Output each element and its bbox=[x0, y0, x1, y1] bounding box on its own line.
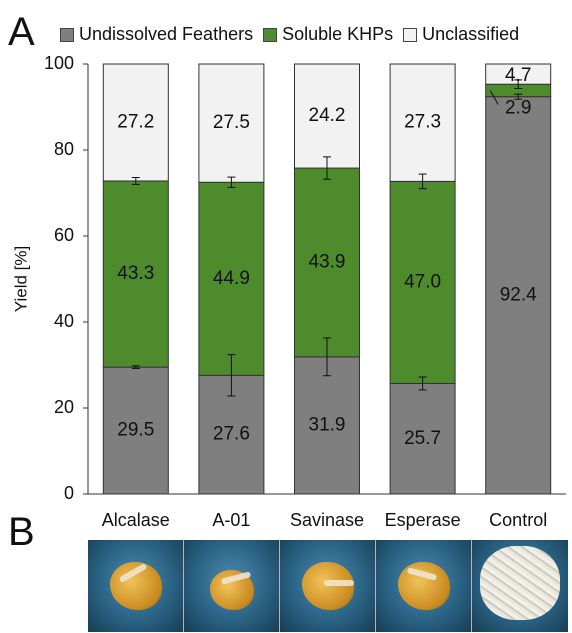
data-label: 31.9 bbox=[309, 414, 346, 435]
x-tick-label: A-01 bbox=[212, 510, 250, 530]
legend-label-soluble: Soluble KHPs bbox=[282, 24, 394, 44]
bar-segment-undissolved-feathers bbox=[485, 96, 552, 495]
legend-label-undissolved: Undissolved Feathers bbox=[79, 24, 254, 44]
x-tick-label: Esperase bbox=[385, 510, 461, 530]
x-tick-label: Alcalase bbox=[102, 510, 170, 530]
data-label: 47.0 bbox=[404, 271, 441, 292]
panel-label-b: B bbox=[8, 510, 35, 554]
feather-photo bbox=[376, 540, 472, 632]
feather-residue-blob bbox=[398, 562, 450, 610]
data-label-leader bbox=[489, 90, 499, 105]
stacked-bar-chart: 0 20 40 60 80 100 Yield [%] 29.5 43.3 27.2 Alcalas… bbox=[11, 53, 566, 530]
legend-swatch-soluble bbox=[263, 27, 278, 42]
y-tick-label: 40 bbox=[54, 311, 74, 331]
data-label: 44.9 bbox=[213, 268, 250, 289]
bar-segment-undissolved-feathers bbox=[294, 356, 360, 495]
data-label: 27.2 bbox=[117, 111, 154, 132]
chart-legend: Undissolved Feathers Soluble KHPs Unclas… bbox=[60, 24, 519, 45]
legend-label-unclassified: Unclassified bbox=[422, 24, 520, 44]
data-label: 2.9 bbox=[505, 97, 531, 118]
legend-swatch-unclassified bbox=[403, 27, 418, 42]
undissolved-feather-fluff bbox=[480, 546, 560, 620]
panel-label-a: A bbox=[8, 10, 35, 54]
bar-segment-soluble-khps bbox=[198, 181, 265, 376]
data-label: 43.9 bbox=[309, 251, 346, 272]
data-label: 27.6 bbox=[213, 424, 250, 445]
feather-residue-blob bbox=[302, 562, 354, 610]
bar-segment-undissolved-feathers bbox=[389, 382, 456, 495]
data-label: 27.5 bbox=[213, 112, 250, 133]
data-label: 43.3 bbox=[117, 263, 154, 284]
bar-segment-unclassified bbox=[294, 63, 360, 169]
data-label: 25.7 bbox=[404, 428, 441, 449]
feather-photo bbox=[184, 540, 280, 632]
legend-item-soluble: Soluble KHPs bbox=[263, 24, 393, 45]
feather-photo bbox=[472, 540, 568, 632]
feather-wisp bbox=[324, 580, 354, 586]
legend-item-undissolved: Undissolved Feathers bbox=[60, 24, 253, 45]
feather-photo-strip bbox=[88, 540, 568, 632]
y-tick-label: 20 bbox=[54, 397, 74, 417]
x-tick-label: Control bbox=[489, 510, 547, 530]
data-label: 92.4 bbox=[500, 284, 537, 305]
y-tick-label: 0 bbox=[64, 483, 74, 503]
y-axis-title: Yield [%] bbox=[11, 246, 30, 312]
data-label: 24.2 bbox=[309, 105, 346, 126]
data-label: 4.7 bbox=[505, 65, 531, 86]
bar-segment-soluble-khps bbox=[389, 180, 456, 384]
y-tick-label: 80 bbox=[54, 139, 74, 159]
data-label: 29.5 bbox=[117, 420, 154, 441]
bar-segment-unclassified bbox=[198, 63, 265, 183]
y-tick-label: 60 bbox=[54, 225, 74, 245]
legend-swatch-undissolved bbox=[60, 27, 74, 42]
x-tick-label: Savinase bbox=[290, 510, 364, 530]
legend-item-unclassified: Unclassified bbox=[403, 24, 519, 45]
feather-photo bbox=[280, 540, 376, 632]
y-tick-label: 100 bbox=[44, 53, 74, 73]
data-label: 27.3 bbox=[404, 112, 441, 133]
feather-photo bbox=[88, 540, 184, 632]
